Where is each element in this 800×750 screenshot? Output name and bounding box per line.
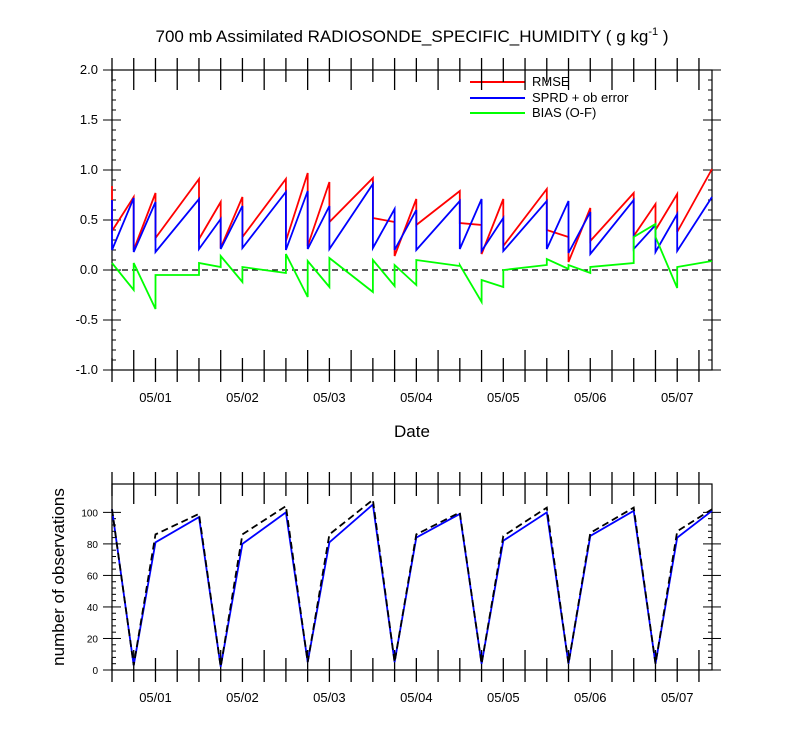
y-tick-label: -1.0 [76,362,98,377]
y-tick-label: -0.5 [76,312,98,327]
series-line-observations-possible [111,498,713,667]
chart-title-text: 700 mb Assimilated RADIOSONDE_SPECIFIC_H… [156,27,649,46]
x-tick-label: 05/06 [574,690,607,705]
x-tick-label: 05/01 [139,690,172,705]
x-tick-label: 05/04 [400,390,433,405]
y-tick-label: 100 [81,508,98,519]
x-tick-label: 05/02 [226,390,259,405]
x-tick-label: 05/07 [661,690,694,705]
x-tick-label: 05/07 [661,390,694,405]
y-tick-label: 0.0 [80,262,98,277]
x-tick-label: 05/04 [400,690,433,705]
series-line-sprd-ob-error [111,181,713,257]
legend-label-rmse: RMSE [532,74,570,89]
y-tick-label: 0.5 [80,212,98,227]
y-axis-label: number of observations [49,488,68,666]
panel-1: 0 20 40 60 80 100 05/01 05/02 05/03 05/04 05/05 05/… [81,472,721,705]
series-line-bias-o-f- [111,222,713,310]
x-tick-label: 05/05 [487,390,520,405]
y-tick-label: 60 [87,571,99,582]
x-tick-label: 05/03 [313,690,346,705]
y-tick-label: 2.0 [80,62,98,77]
x-tick-label: 05/02 [226,690,259,705]
plot-frame [111,69,713,371]
panel-0: -1.0 -0.5 0.0 0.5 1.0 1.5 2.0 05/01 05/02 05/03 05… [76,58,721,405]
legend: RMSE SPRD + ob error BIAS (O-F) [470,74,629,120]
y-tick-label: 0 [92,666,98,677]
chart-title-superscript: -1 [648,26,658,38]
x-tick-label: 05/05 [487,690,520,705]
chart-title-suffix: ) [658,27,668,46]
x-tick-label: 05/01 [139,390,172,405]
y-tick-label: 80 [87,540,99,551]
y-tick-label: 40 [87,603,99,614]
plot-frame [111,483,713,671]
x-tick-label: 05/03 [313,390,346,405]
x-tick-label: 05/06 [574,390,607,405]
y-tick-label: 1.0 [80,162,98,177]
y-tick-label: 1.5 [80,112,98,127]
y-tick-label: 20 [87,634,99,645]
chart-title: 700 mb Assimilated RADIOSONDE_SPECIFIC_H… [156,26,669,46]
legend-label-bias: BIAS (O-F) [532,105,596,120]
x-axis-label: Date [394,422,430,441]
legend-label-sprd: SPRD + ob error [532,90,629,105]
